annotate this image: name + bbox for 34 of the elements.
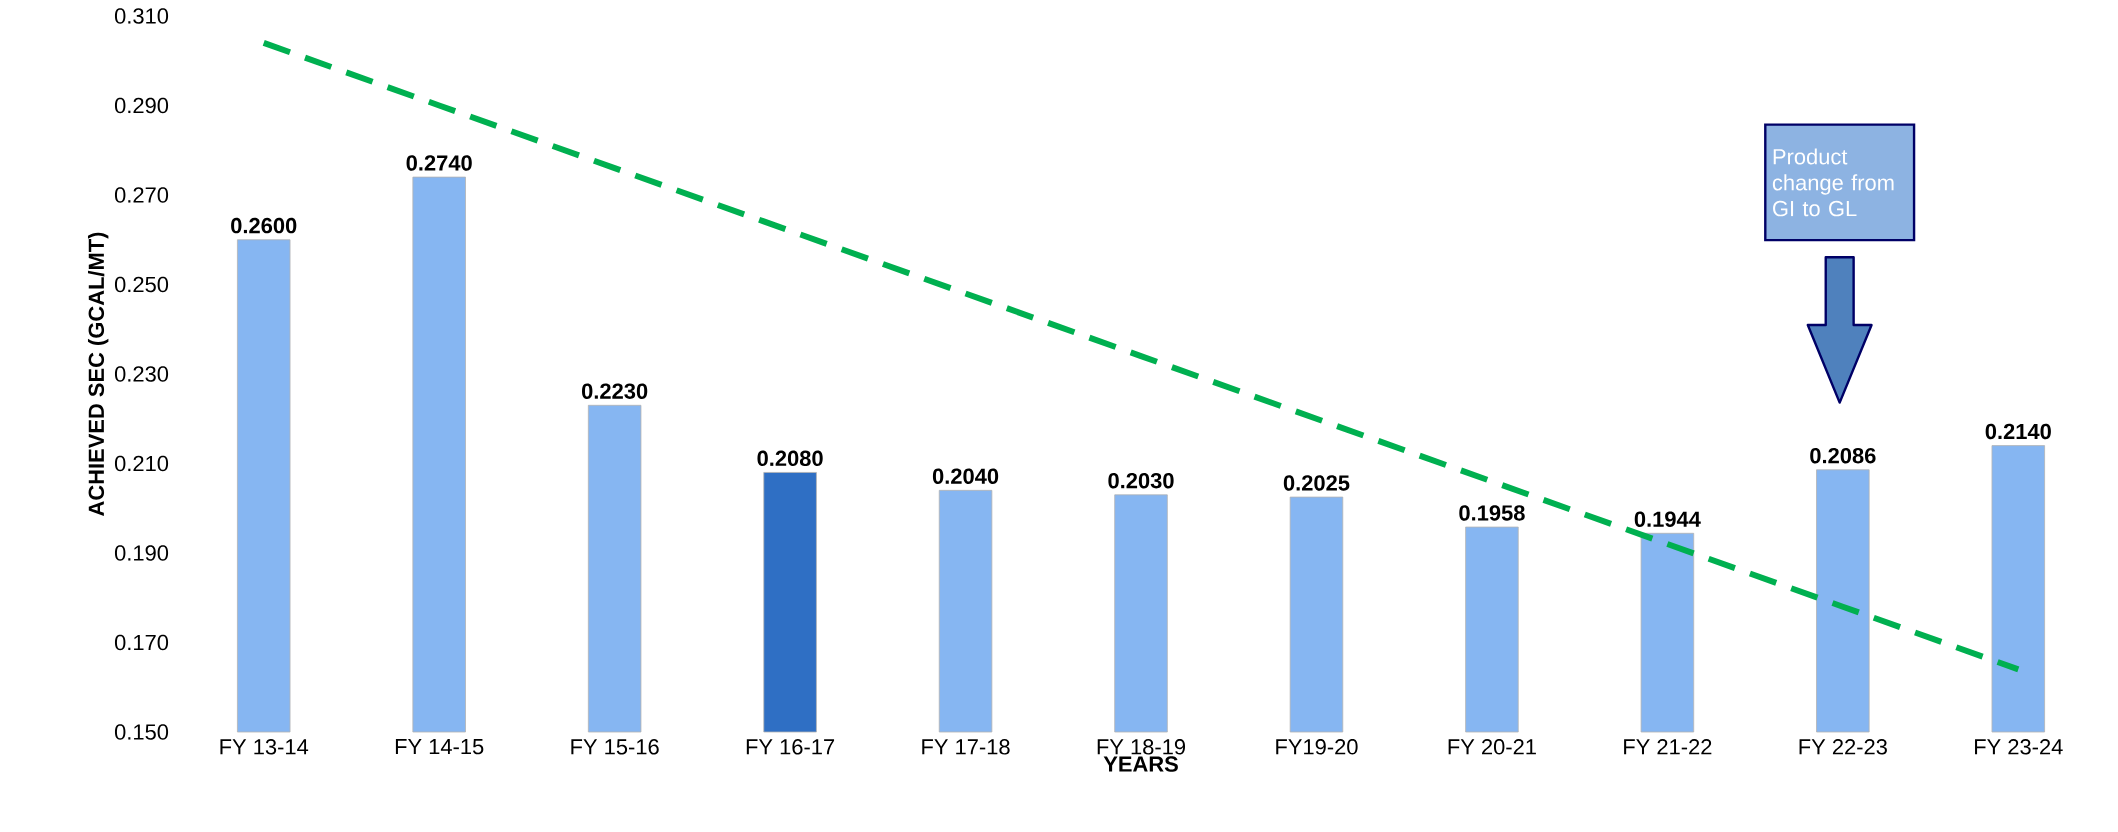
data-label: 0.2230 bbox=[582, 383, 648, 399]
x-tick-label: FY 16-17 bbox=[746, 739, 835, 755]
x-tick-label: FY 15-16 bbox=[571, 739, 659, 755]
data-label: 0.2140 bbox=[1985, 423, 2051, 440]
data-label: 0.2600 bbox=[231, 217, 297, 234]
data-label: 0.1944 bbox=[1634, 511, 1701, 527]
data-label: 0.2740 bbox=[406, 155, 472, 171]
data-label: 0.2025 bbox=[1283, 475, 1350, 491]
y-tick-label: 0.250 bbox=[114, 276, 169, 293]
x-tick-label: FY19-20 bbox=[1276, 739, 1358, 755]
x-tick-label: FY 23-24 bbox=[1975, 739, 2063, 755]
data-label: 0.2086 bbox=[1810, 447, 1876, 464]
x-tick-label: FY 13-14 bbox=[220, 739, 309, 755]
data-label: 0.2080 bbox=[757, 450, 823, 467]
y-tick-label: 0.170 bbox=[114, 634, 169, 651]
x-tick-label: FY 21-22 bbox=[1624, 739, 1712, 755]
y-tick-label: 0.210 bbox=[114, 455, 169, 472]
y-tick-label: 0.190 bbox=[114, 545, 169, 561]
data-label: 0.1958 bbox=[1459, 505, 1525, 521]
x-tick-label: FY 14-15 bbox=[395, 739, 484, 755]
data-label: 0.2040 bbox=[932, 468, 999, 484]
x-axis-title: YEARS bbox=[1103, 756, 1178, 772]
annotation: Product change from GI to GL bbox=[1772, 148, 1894, 217]
x-tick-label: FY 22-23 bbox=[1799, 739, 1887, 755]
y-tick-label: 0.230 bbox=[114, 366, 169, 382]
y-tick-label: 0.310 bbox=[114, 8, 169, 24]
x-tick-label: FY 18-19 bbox=[1097, 739, 1186, 755]
x-tick-label: FY 20-21 bbox=[1448, 739, 1536, 755]
y-tick-label: 0.270 bbox=[114, 187, 169, 203]
x-tick-label: FY 17-18 bbox=[922, 739, 1010, 755]
y-axis-title: ACHIEVED SEC (GCAL/MT) bbox=[87, 232, 109, 516]
y-tick-label: 0.150 bbox=[114, 724, 169, 740]
data-label: 0.2030 bbox=[1108, 472, 1174, 489]
y-tick-label: 0.290 bbox=[114, 97, 169, 114]
